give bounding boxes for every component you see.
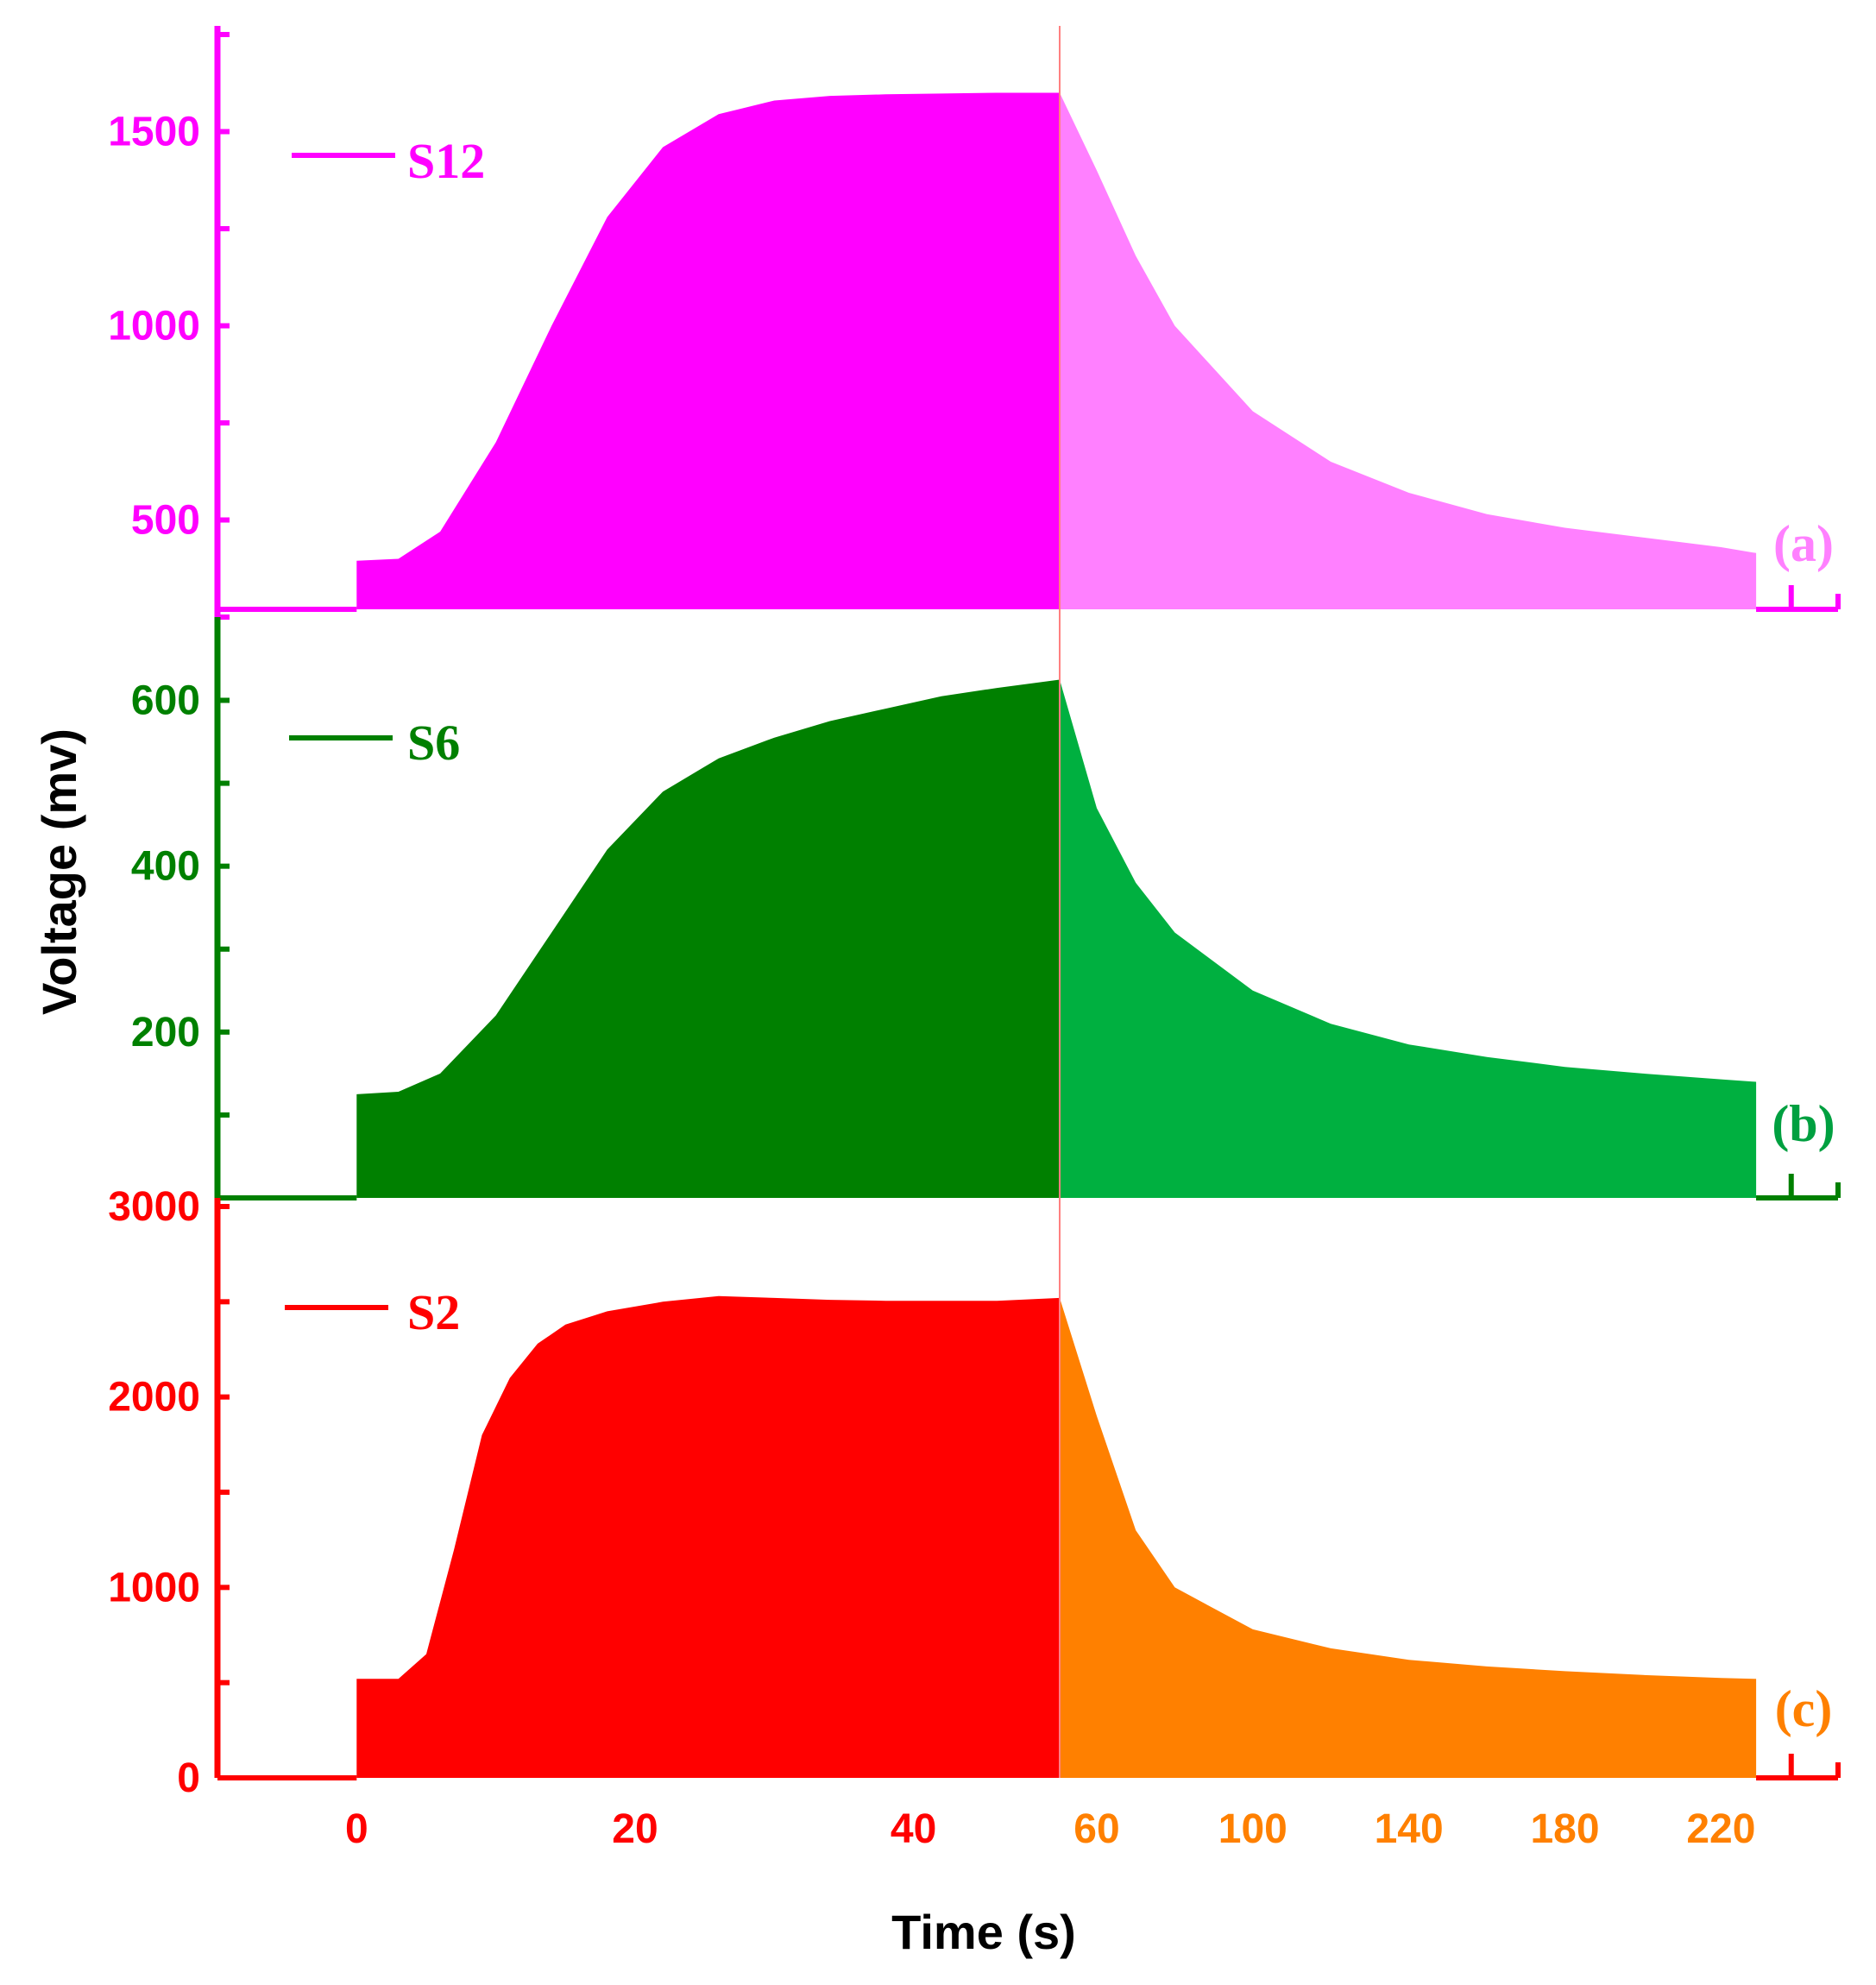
panel-3-y-tick-label: 0: [177, 1755, 200, 1801]
axes-group: [214, 26, 1841, 1780]
panel-label-1: (a): [1773, 515, 1834, 572]
x-tick-label: 20: [612, 1806, 658, 1852]
legend-S2-label: S2: [407, 1284, 460, 1340]
panel-label-2: (b): [1772, 1095, 1835, 1152]
y-axis-title: Voltage (mv): [32, 728, 86, 1015]
x-tick-label: 0: [345, 1806, 368, 1852]
x-tick-label: 220: [1686, 1806, 1755, 1852]
x-axis-title: Time (s): [891, 1905, 1076, 1959]
panel-1-y-tick-label: 1000: [108, 304, 200, 350]
labels-group: 50010001500S12(a)200400600S6(b)010002000…: [108, 110, 1835, 1853]
series-S12-rise-area: [217, 92, 1060, 609]
panel-3-y-tick-label: 3000: [108, 1184, 200, 1230]
series-S6-decay-area: [1060, 679, 1819, 1198]
panel-label-3: (c): [1775, 1680, 1833, 1737]
series-S12-decay-area: [1060, 92, 1819, 609]
panel-2-y-tick-label: 200: [131, 1010, 200, 1056]
series-S6-rise-area: [217, 679, 1060, 1198]
panel-2-y-tick-label: 600: [131, 677, 200, 723]
x-tick-label: 40: [891, 1806, 936, 1852]
x-tick-label: 180: [1530, 1806, 1599, 1852]
panel-3-y-tick-label: 2000: [108, 1375, 200, 1421]
x-tick-label: 60: [1073, 1806, 1119, 1852]
panel-2-y-tick-label: 400: [131, 844, 200, 890]
area-fills: [217, 92, 1819, 1778]
series-S2-rise-area: [217, 1295, 1060, 1778]
panel-3-y-tick-label: 1000: [108, 1565, 200, 1610]
panel-1-y-tick-label: 500: [131, 498, 200, 544]
x-tick-label: 140: [1375, 1806, 1444, 1852]
series-S2-decay-area: [1060, 1297, 1819, 1778]
legend-S6-label: S6: [407, 715, 460, 771]
legend-S12-label: S12: [407, 133, 485, 189]
x-tick-label: 100: [1218, 1806, 1287, 1852]
panel-1-y-tick-label: 1500: [108, 110, 200, 155]
